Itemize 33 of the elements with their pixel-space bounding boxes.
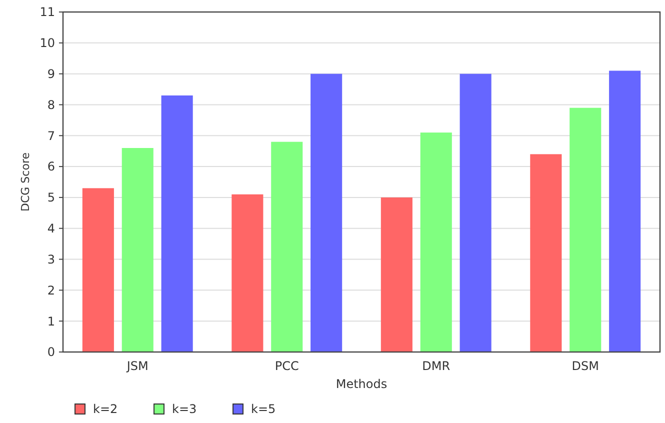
bar [82, 188, 114, 352]
y-tick-label: 7 [47, 128, 55, 143]
bar [380, 197, 412, 352]
y-tick-label: 8 [47, 98, 55, 112]
legend-label: k=2 [93, 402, 118, 416]
y-tick-label: 0 [47, 345, 55, 360]
y-tick-label: 1 [47, 314, 55, 328]
bar [271, 142, 303, 352]
bar [161, 95, 193, 352]
x-tick-label: PCC [274, 359, 299, 373]
y-tick-label: 5 [47, 190, 55, 205]
legend-label: k=5 [251, 402, 276, 416]
bar [420, 132, 452, 352]
y-tick-label: 6 [47, 160, 55, 174]
y-tick-label: 2 [47, 283, 55, 298]
bar [530, 154, 562, 352]
x-tick-label: JSM [126, 359, 148, 373]
bar [122, 148, 154, 352]
x-axis-title: Methods [336, 377, 388, 391]
y-tick-label: 4 [47, 222, 55, 236]
y-tick-label: 10 [40, 36, 55, 50]
bar [460, 74, 492, 352]
bar [232, 194, 264, 352]
bar [310, 74, 342, 352]
bar [570, 108, 602, 352]
y-tick-label: 3 [47, 252, 55, 266]
y-tick-label: 11 [40, 5, 55, 20]
x-tick-label: DMR [422, 359, 450, 373]
y-axis-title: DCG Score [19, 152, 32, 212]
x-tick-label: DSM [572, 359, 599, 373]
bar [609, 70, 641, 352]
y-tick-label: 9 [47, 67, 55, 82]
legend-label: k=3 [172, 402, 197, 416]
